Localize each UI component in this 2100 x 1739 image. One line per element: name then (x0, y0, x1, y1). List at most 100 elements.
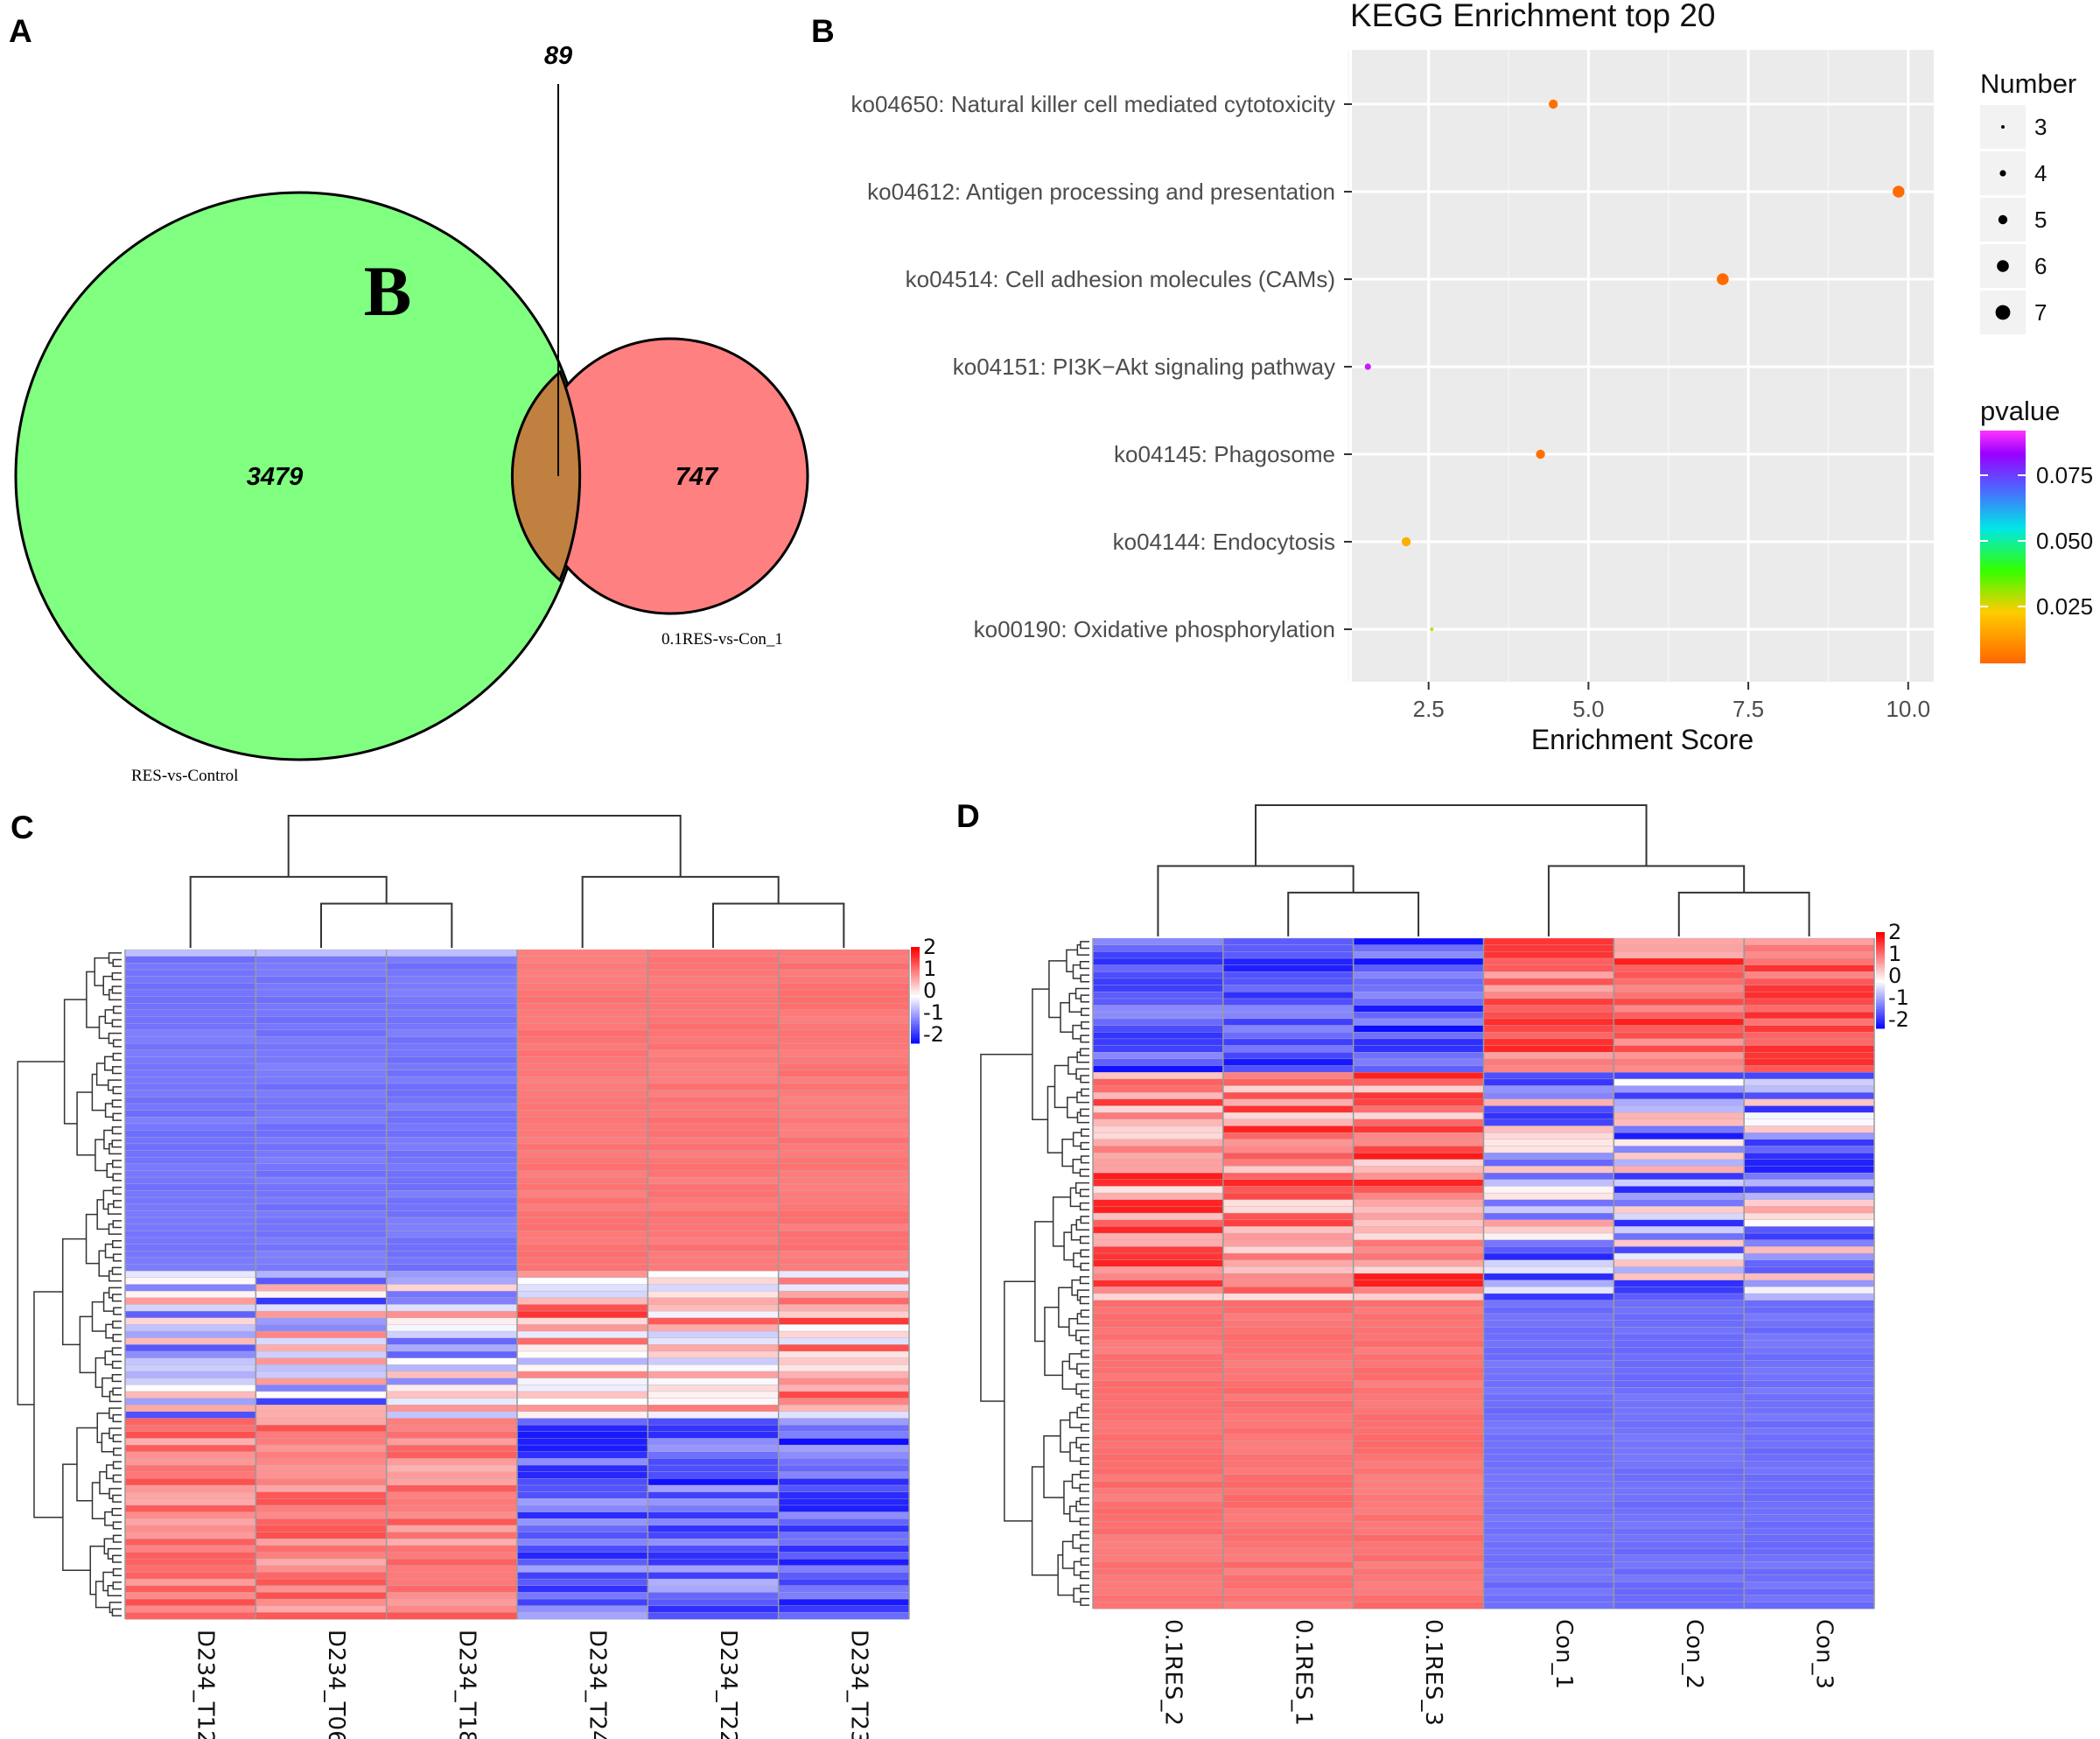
heatmap-cell (1222, 1219, 1354, 1227)
heatmap-cell (1483, 1159, 1614, 1168)
heatmap-cell (648, 1418, 779, 1426)
heatmap-cell (1222, 1420, 1354, 1428)
heatmap-cell (386, 1552, 518, 1560)
dendrogram-branch (112, 1186, 122, 1195)
heatmap-cell (1353, 1166, 1484, 1174)
heatmap-cell (256, 1552, 387, 1560)
heatmap-cell (516, 1545, 648, 1553)
heatmap-cell (516, 1090, 648, 1097)
heatmap-cell (648, 989, 779, 998)
heatmap-cell (256, 1029, 387, 1038)
heatmap-cell (1743, 1052, 1875, 1060)
heatmap-cell (778, 1438, 910, 1446)
heatmap-cell (778, 1042, 910, 1051)
heatmap-cell (1614, 1105, 1745, 1113)
heatmap-cell (124, 1110, 256, 1118)
heatmap-cell (648, 1572, 779, 1580)
heatmap-cell (1614, 1058, 1745, 1067)
dendrogram-branch (1054, 1064, 1068, 1109)
heatmap-cell (1353, 1226, 1484, 1234)
heatmap-cell (1614, 1467, 1745, 1476)
legend-dot-5 (1998, 214, 2008, 225)
heatmap-cell (648, 1217, 779, 1225)
dendrogram-branch (1080, 941, 1089, 950)
heatmap-cell (516, 1451, 648, 1460)
heatmap-cell (1092, 1474, 1224, 1483)
heatmap-cell (778, 1471, 910, 1479)
heatmap-cell (648, 1244, 779, 1252)
heatmap-cell (1614, 1226, 1745, 1234)
heatmap-cell (386, 1076, 518, 1084)
heatmap-cell (386, 1090, 518, 1097)
heatmap-cell (1353, 998, 1484, 1006)
heatmap-cell (1222, 998, 1354, 1006)
heatmap-cell (256, 1136, 387, 1145)
heatmap-cell (648, 1404, 779, 1413)
scale-tick--1: -1 (1888, 985, 1909, 1010)
heatmap-cell (1614, 1132, 1745, 1140)
heatmap-cell (386, 1231, 518, 1238)
heatmap-cell (124, 1504, 256, 1513)
heatmap-cell (516, 1350, 648, 1359)
heatmap-cell (1353, 1071, 1484, 1080)
heatmap-cell (1092, 1387, 1224, 1395)
heatmap-cell (778, 1398, 910, 1406)
heatmap-cell (1614, 957, 1745, 966)
pvalue-tick-0.050: 0.050 (2036, 528, 2093, 554)
heatmap-cell (1614, 1547, 1745, 1556)
heatmap-cell (124, 996, 256, 1004)
dendrogram-branch (1031, 1466, 1059, 1576)
heatmap-cell (516, 1176, 648, 1185)
heatmap-cell (648, 1438, 779, 1446)
heatmap-cell (124, 1196, 256, 1205)
heatmap-cell (1092, 1574, 1224, 1582)
res-only-count: 3479 (247, 463, 304, 491)
heatmap-cell (1483, 1561, 1614, 1569)
scale-swatch (1876, 951, 1885, 955)
heatmap-cell (1483, 1246, 1614, 1254)
heatmap-cell (648, 1183, 779, 1192)
heatmap-cell (1222, 1534, 1354, 1542)
dendrogram-branch (1071, 1474, 1081, 1489)
heatmap-cell (1743, 1038, 1875, 1047)
heatmap-cell (1614, 1012, 1745, 1020)
dendrogram-branch (111, 1266, 122, 1275)
legend-number-7: 7 (2034, 299, 2047, 326)
heatmap-cell (1222, 1567, 1354, 1576)
heatmap-cell (516, 1284, 648, 1292)
heatmap-cell (1614, 1199, 1745, 1207)
heatmap-cell (386, 1270, 518, 1279)
heatmap-cell (516, 1578, 648, 1587)
heatmap-cell (1743, 1427, 1875, 1435)
heatmap-cell (778, 1337, 910, 1345)
scale-swatch (1876, 1013, 1885, 1017)
heatmap-cell (124, 1337, 256, 1345)
0.1res-only-count: 747 (676, 463, 719, 491)
heatmap-cell (256, 1344, 387, 1352)
scale-swatch (1876, 961, 1885, 964)
heatmap-cell (1222, 1427, 1354, 1435)
heatmap-cell (256, 1385, 387, 1392)
heatmap-cell (1222, 1595, 1354, 1602)
scale-swatch (1876, 1020, 1885, 1024)
heatmap-cell (1353, 1574, 1484, 1582)
heatmap-cell (256, 1217, 387, 1225)
heatmap-cell (1353, 1487, 1484, 1496)
heatmap-cell (256, 1424, 387, 1433)
heatmap-cell (1092, 1280, 1224, 1287)
dendrogram-branch (108, 1391, 122, 1403)
heatmap-cell (386, 1511, 518, 1519)
heatmap-cell (1092, 1146, 1224, 1153)
heatmap-cell (1092, 1071, 1224, 1080)
heatmap-cell (1222, 944, 1354, 952)
heatmap-cell (648, 1076, 779, 1084)
heatmap-cell (648, 1210, 779, 1218)
scale-swatch (1876, 936, 1885, 940)
heatmap-cell (124, 956, 256, 964)
heatmap-cell (256, 1310, 387, 1319)
heatmap-cell (648, 963, 779, 971)
heatmap-cell (1743, 1206, 1875, 1214)
heatmap-cell (778, 1545, 910, 1553)
heatmap-cell (1614, 1400, 1745, 1408)
heatmap-cell (256, 1444, 387, 1453)
